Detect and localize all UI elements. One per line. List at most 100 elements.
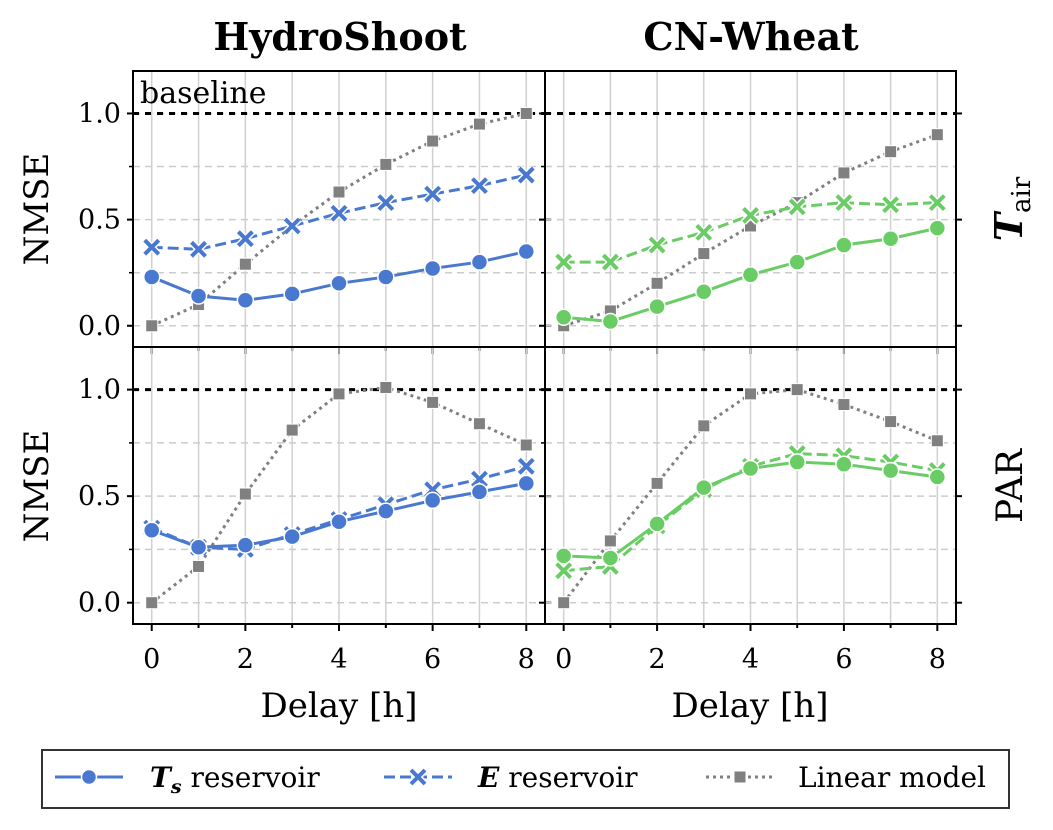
ytick-label: 0.0 <box>78 311 121 342</box>
xtick-label: 4 <box>742 644 759 675</box>
point-e-stroke2 <box>471 177 488 195</box>
point-e <box>235 229 255 249</box>
series-group <box>554 128 947 333</box>
point-ts <box>517 474 536 493</box>
point-linear <box>884 415 898 429</box>
point-linear <box>930 128 944 142</box>
ytick-label: 0.5 <box>78 205 121 236</box>
point-ts <box>741 459 760 478</box>
series-group <box>554 383 947 610</box>
point-ts <box>554 308 573 327</box>
y-axis-label-top: NMSE <box>17 153 57 266</box>
series-line-linear <box>150 385 527 604</box>
legend-e-marker <box>408 767 428 787</box>
point-linear <box>238 487 252 501</box>
series-group <box>142 380 536 610</box>
xtick-label: 4 <box>330 644 347 675</box>
row-label-tair-sub: air <box>1007 176 1037 213</box>
xtick-label: 6 <box>424 644 441 675</box>
point-linear <box>426 395 440 409</box>
point-ts <box>142 521 161 539</box>
legend-e-label: E reservoir <box>477 761 638 794</box>
point-ts <box>788 453 806 471</box>
panel-0: 0.0 0.5 1.0 baseline <box>78 70 551 354</box>
legend-ts-rest: reservoir <box>182 761 321 794</box>
point-e <box>881 195 901 215</box>
point-ts <box>695 478 713 497</box>
point-linear <box>837 166 851 180</box>
point-e <box>554 252 574 272</box>
point-e <box>600 252 620 272</box>
xtick-label: 0 <box>143 644 160 675</box>
point-ts <box>470 483 489 501</box>
ytick-label: 1.0 <box>78 375 121 406</box>
point-ts <box>330 512 348 531</box>
point-ts <box>377 268 395 286</box>
point-e-stroke2 <box>236 230 254 248</box>
point-e-stroke2 <box>377 194 395 212</box>
point-e <box>647 235 667 255</box>
legend-ts-marker <box>80 768 98 786</box>
point-e <box>927 193 947 213</box>
ytick-label: 0.5 <box>78 481 121 512</box>
point-ts <box>330 274 348 293</box>
point-e-stroke2 <box>517 166 535 184</box>
point-e-stroke2 <box>190 240 207 258</box>
point-linear <box>697 419 711 433</box>
panel-2: 0.0 0.5 1.0 0 2 4 6 8 <box>78 346 551 675</box>
point-ts <box>835 455 853 473</box>
point-e-stroke2 <box>882 196 900 214</box>
point-e-stroke2 <box>648 236 666 254</box>
column-title-cnwheat: CN-Wheat <box>643 14 859 59</box>
point-linear <box>285 423 299 437</box>
point-e <box>516 165 536 185</box>
point-ts <box>601 312 620 331</box>
point-ts <box>423 491 442 510</box>
point-linear <box>379 380 393 394</box>
xtick-label: 0 <box>555 644 572 675</box>
point-e <box>142 237 162 257</box>
point-linear <box>790 383 804 397</box>
point-linear <box>379 157 393 171</box>
ytick-label: 1.0 <box>78 98 121 129</box>
series-group <box>142 106 536 333</box>
point-e-stroke2 <box>517 457 535 475</box>
point-linear <box>238 257 252 271</box>
point-e <box>694 222 714 242</box>
point-linear <box>332 185 346 199</box>
point-linear <box>697 247 711 261</box>
point-e-stroke2 <box>742 206 759 224</box>
point-ts <box>881 461 900 480</box>
point-e <box>469 469 489 489</box>
point-ts <box>236 536 255 554</box>
point-e-stroke2 <box>143 238 161 256</box>
point-e <box>741 205 760 225</box>
point-e <box>376 193 396 213</box>
point-ts <box>236 291 255 310</box>
point-ts <box>423 259 442 278</box>
point-linear <box>930 434 944 448</box>
point-ts <box>470 253 489 271</box>
point-e <box>469 176 489 196</box>
point-e-stroke2 <box>835 194 853 212</box>
legend-ts-main: T <box>150 761 173 794</box>
legend-linear-marker <box>733 770 747 784</box>
point-e <box>329 203 349 223</box>
point-ts <box>881 229 900 248</box>
point-e-stroke2 <box>471 470 488 488</box>
point-linear <box>472 117 486 131</box>
xtick-label: 2 <box>237 644 254 675</box>
point-e-stroke2 <box>928 194 946 212</box>
point-linear <box>837 398 851 412</box>
point-e-stroke2 <box>283 217 301 235</box>
point-ts <box>648 515 666 533</box>
column-title-hydroshoot: HydroShoot <box>213 14 467 59</box>
legend-e-main: E <box>477 761 500 794</box>
ytick-label: 0.0 <box>78 588 121 619</box>
point-linear <box>192 559 206 573</box>
point-e-stroke2 <box>555 253 573 271</box>
point-e <box>516 456 536 476</box>
point-e-stroke2 <box>330 204 348 222</box>
baseline-annotation: baseline <box>140 76 267 111</box>
point-e-stroke2 <box>424 185 442 203</box>
